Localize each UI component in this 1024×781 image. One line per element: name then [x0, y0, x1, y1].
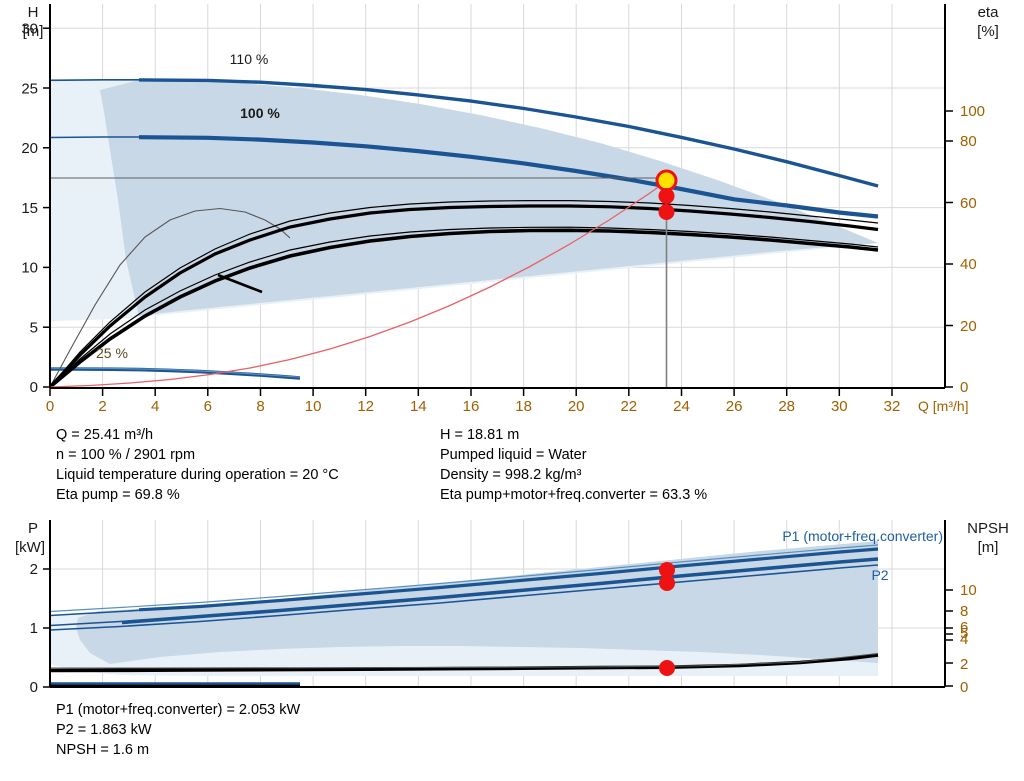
p1-curve-bold [138, 547, 879, 612]
top-xtick-30: 30 [831, 398, 848, 415]
p2-curve-thin-lower [50, 564, 879, 631]
top-etatick-80: 80 [960, 133, 977, 150]
top-y-left-unit: [m] [23, 23, 44, 40]
duty-info-right-line-2: Density = 998.2 kg/m³ [440, 467, 582, 483]
top-ytick-15: 15 [21, 200, 38, 217]
duty-marker-npsh [659, 660, 675, 676]
tolerance-band-main [100, 80, 878, 316]
npsh-curve-top [50, 180, 667, 387]
bottom-npshtick-5: 5 [960, 625, 968, 642]
power-npsh-chart: 0 1 2 P [kW] 0 2 4 5 6 8 10 NPSH [m] P1 … [15, 520, 1009, 696]
bottom-left-ticks: 0 1 2 [30, 561, 50, 696]
duty-info-left: Q = 25.41 m³/h n = 100 % / 2901 rpm Liqu… [56, 425, 339, 505]
top-xtick-22: 22 [620, 398, 637, 415]
head-curve-100-bold [138, 135, 879, 219]
top-xtick-26: 26 [726, 398, 743, 415]
bottom-y-left-unit: [kW] [15, 539, 45, 556]
top-y-right-unit: [%] [977, 23, 999, 40]
top-xtick-18: 18 [515, 398, 532, 415]
eta-total-curve-thin [50, 226, 879, 387]
bottom-ptick-0: 0 [30, 679, 38, 696]
duty-info-left-line-2: Liquid temperature during operation = 20… [56, 467, 339, 483]
top-ytick-0: 0 [30, 379, 38, 396]
head-curve-110-bold [138, 78, 879, 188]
duty-info-right-line-3: Eta pump+motor+freq.converter = 63.3 % [440, 487, 708, 503]
top-left-ticks: 0 5 10 15 20 25 30 [21, 21, 50, 396]
top-etatick-0: 0 [960, 379, 968, 396]
top-y-right-title: eta [978, 4, 1000, 21]
annotation-110-percent: 110 % [230, 51, 269, 67]
legend-p1: P1 (motor+freq.converter) [782, 528, 943, 544]
duty-info-right-line-0: H = 18.81 m [440, 427, 520, 443]
eta-pump-curve-thin [50, 200, 879, 387]
bottom-y-left-title: P [28, 520, 38, 537]
duty-info-left-line-3: Eta pump = 69.8 % [56, 487, 180, 503]
top-xtick-0: 0 [46, 398, 54, 415]
duty-info-left-line-0: Q = 25.41 m³/h [56, 427, 154, 443]
head-curve-25-thin [50, 367, 301, 378]
top-xtick-2: 2 [98, 398, 106, 415]
bottom-npshtick-2: 2 [960, 656, 968, 673]
bottom-y-right-title: NPSH [967, 520, 1009, 537]
bottom-npshtick-4: 4 [960, 631, 968, 648]
duty-info-right-line-1: Pumped liquid = Water [440, 447, 587, 463]
duty-marker-eta-pump [658, 188, 675, 204]
top-right-ticks: 0 20 40 60 80 100 [945, 103, 985, 396]
top-x-ticks: 0 2 4 6 8 10 12 14 16 18 20 22 24 26 28 … [46, 388, 901, 415]
top-etatick-40: 40 [960, 256, 977, 273]
power-info-line-0: P1 (motor+freq.converter) = 2.053 kW [56, 702, 301, 718]
top-y-left-title: H [28, 4, 39, 21]
top-xtick-24: 24 [673, 398, 690, 415]
top-etatick-20: 20 [960, 318, 977, 335]
top-ytick-10: 10 [21, 260, 38, 277]
p1-curve-thin-upper [50, 544, 879, 613]
top-xtick-4: 4 [151, 398, 159, 415]
top-x-axis-title: Q [m³/h] [918, 398, 969, 414]
bottom-npshtick-0: 0 [960, 679, 968, 696]
power-info-block: P1 (motor+freq.converter) = 2.053 kW P2 … [56, 700, 300, 760]
eta-curve-25 [50, 207, 291, 387]
legend-p2: P2 [871, 567, 888, 583]
duty-info-left-line-1: n = 100 % / 2901 rpm [56, 447, 196, 463]
power-info-line-2: NPSH = 1.6 m [56, 742, 150, 758]
eta-total-curve [50, 228, 879, 387]
annotation-100-percent: 100 % [240, 105, 280, 121]
p2-curve-bold [121, 557, 879, 625]
top-xtick-20: 20 [568, 398, 585, 415]
top-xtick-28: 28 [778, 398, 795, 415]
power-info-line-1: P2 = 1.863 kW [56, 722, 152, 738]
duty-marker-p2 [659, 575, 675, 591]
top-xtick-10: 10 [305, 398, 322, 415]
bottom-ptick-2: 2 [30, 561, 38, 578]
bottom-npshtick-6: 6 [960, 619, 968, 636]
top-xtick-32: 32 [884, 398, 901, 415]
top-etatick-100: 100 [960, 103, 985, 120]
top-xtick-14: 14 [410, 398, 427, 415]
duty-info-right: H = 18.81 m Pumped liquid = Water Densit… [440, 425, 707, 505]
top-ytick-30: 30 [21, 21, 38, 38]
bottom-npshtick-8: 8 [960, 603, 968, 620]
annotation-25-percent: 25 % [96, 345, 128, 361]
top-xtick-8: 8 [256, 398, 264, 415]
top-etatick-60: 60 [960, 195, 977, 212]
bottom-ptick-1: 1 [30, 620, 38, 637]
eta-pump-curve [50, 204, 879, 387]
top-xtick-6: 6 [204, 398, 212, 415]
eta-curve-kink [217, 273, 263, 294]
head-efficiency-chart: 0 5 10 15 20 25 30 H [m] 0 20 40 60 80 1… [21, 4, 1000, 415]
bottom-y-right-unit: [m] [978, 539, 999, 556]
duty-marker-head [655, 169, 678, 192]
top-ytick-20: 20 [21, 140, 38, 157]
top-xtick-12: 12 [357, 398, 374, 415]
top-xtick-16: 16 [463, 398, 480, 415]
npsh-curve-bottom-thin [50, 652, 879, 669]
bottom-right-ticks: 0 2 4 5 6 8 10 [945, 582, 977, 696]
bottom-npshtick-10: 10 [960, 582, 977, 599]
power-band-main [76, 541, 878, 664]
duty-marker-eta-total [658, 204, 675, 220]
duty-marker-p1 [659, 562, 675, 578]
top-ytick-25: 25 [21, 80, 38, 97]
top-ytick-5: 5 [30, 320, 38, 337]
